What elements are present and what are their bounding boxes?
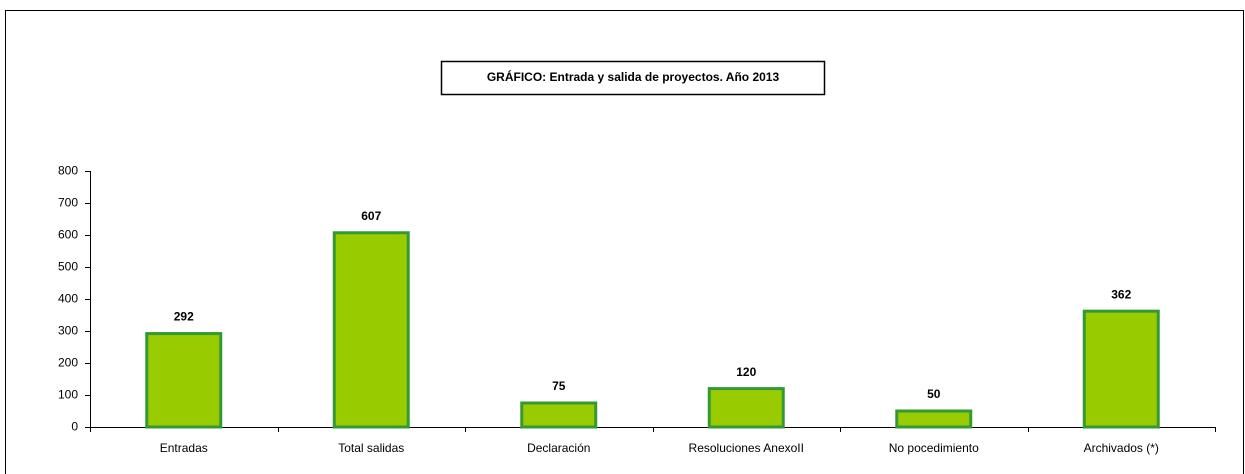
x-tick-label: Declaración xyxy=(527,441,590,455)
value-label: 292 xyxy=(174,310,194,324)
title-box xyxy=(440,60,826,96)
y-tick-label: 100 xyxy=(58,388,78,402)
value-label: 362 xyxy=(1111,287,1131,301)
y-tick-label: 400 xyxy=(58,292,78,306)
y-tick-label: 700 xyxy=(58,196,78,210)
bar xyxy=(520,401,598,429)
y-tick-label: 600 xyxy=(58,228,78,242)
chart-title: GRÁFICO: Entrada y salida de proyectos. … xyxy=(487,69,780,84)
y-tick-label: 300 xyxy=(58,324,78,338)
y-tick-label: 0 xyxy=(71,420,78,434)
value-label: 75 xyxy=(552,379,566,393)
value-label: 120 xyxy=(736,365,756,379)
y-tick-label: 800 xyxy=(58,164,78,178)
bar xyxy=(707,387,785,429)
x-tick-label: Resoluciones AnexoII xyxy=(689,441,804,455)
bar xyxy=(895,409,973,429)
x-tick-label: Total salidas xyxy=(338,441,404,455)
y-tick-label: 200 xyxy=(58,356,78,370)
y-tick-label: 500 xyxy=(58,260,78,274)
x-tick-label: No pocedimiento xyxy=(889,441,979,455)
bar xyxy=(332,231,410,429)
bar xyxy=(145,332,223,429)
x-tick-label: Archivados (*) xyxy=(1084,441,1159,455)
value-label: 607 xyxy=(361,209,381,223)
value-label: 50 xyxy=(927,387,941,401)
x-tick-label: Entradas xyxy=(160,441,208,455)
bar xyxy=(1082,309,1160,429)
